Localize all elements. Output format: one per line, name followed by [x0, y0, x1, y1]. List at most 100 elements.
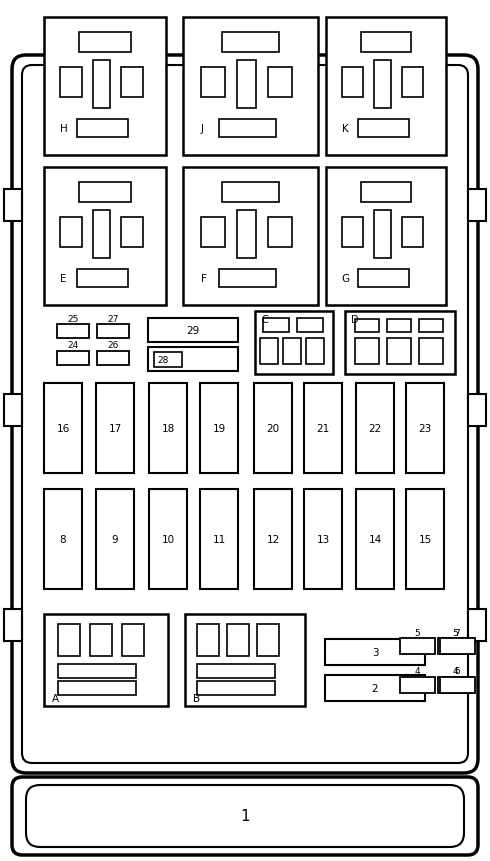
Bar [326, 18, 446, 156]
Bar [96, 383, 134, 474]
Bar [4, 189, 22, 222]
Bar [438, 678, 473, 693]
FancyBboxPatch shape [12, 56, 478, 773]
Text: 27: 27 [107, 314, 119, 323]
Bar [148, 348, 238, 372]
Text: H: H [60, 124, 68, 134]
Text: 19: 19 [212, 424, 225, 433]
Bar [197, 624, 219, 656]
Text: 10: 10 [161, 535, 174, 544]
Text: 11: 11 [212, 535, 225, 544]
Bar [400, 638, 435, 654]
FancyBboxPatch shape [12, 777, 478, 855]
Bar [263, 319, 289, 332]
Bar [468, 610, 486, 641]
Text: 5: 5 [453, 628, 458, 637]
Text: 18: 18 [161, 424, 174, 433]
Bar [468, 394, 486, 426]
Text: F: F [200, 274, 206, 284]
Text: A: A [52, 693, 59, 703]
Text: 15: 15 [418, 535, 432, 544]
Bar [220, 269, 276, 288]
Bar [44, 18, 166, 156]
Bar [255, 312, 333, 375]
Text: 20: 20 [267, 424, 280, 433]
Text: 4: 4 [453, 666, 458, 676]
Bar [60, 218, 82, 248]
Bar [268, 218, 293, 248]
Bar [79, 183, 131, 202]
Bar [355, 319, 379, 332]
Text: 14: 14 [368, 535, 382, 544]
Bar [361, 183, 411, 202]
Bar [200, 489, 238, 589]
Bar [44, 168, 166, 306]
Bar [222, 33, 279, 53]
Text: 7: 7 [455, 628, 461, 637]
Bar [200, 383, 238, 474]
Bar [254, 489, 292, 589]
Text: B: B [193, 693, 200, 703]
Bar [149, 489, 187, 589]
Bar [154, 353, 182, 368]
Text: D: D [351, 314, 359, 325]
Bar [96, 489, 134, 589]
Bar [121, 218, 143, 248]
Bar [222, 183, 279, 202]
Bar [77, 269, 128, 288]
FancyBboxPatch shape [26, 785, 464, 847]
Bar [58, 624, 80, 656]
Text: 6: 6 [455, 666, 461, 676]
Bar [283, 338, 301, 364]
Text: G: G [342, 274, 350, 284]
Text: 22: 22 [368, 424, 382, 433]
Bar [237, 61, 256, 109]
Text: 5: 5 [415, 628, 420, 637]
Text: 26: 26 [107, 341, 119, 350]
Bar [254, 383, 292, 474]
Bar [468, 189, 486, 222]
Bar [356, 489, 394, 589]
FancyBboxPatch shape [22, 66, 468, 763]
Bar [374, 61, 391, 109]
Bar [227, 624, 249, 656]
Bar [400, 678, 435, 693]
Text: K: K [342, 124, 348, 134]
Text: 8: 8 [60, 535, 66, 544]
Bar [57, 325, 89, 338]
Bar [197, 664, 275, 678]
Bar [419, 338, 443, 364]
Bar [306, 338, 324, 364]
Bar [97, 351, 129, 366]
Bar [237, 211, 256, 259]
Text: 3: 3 [372, 647, 378, 657]
Bar [374, 211, 391, 259]
Bar [44, 614, 168, 706]
Bar [185, 614, 305, 706]
Bar [58, 681, 136, 695]
Bar [260, 338, 278, 364]
Text: 17: 17 [108, 424, 122, 433]
Text: 24: 24 [68, 341, 78, 350]
Bar [148, 319, 238, 343]
Text: 25: 25 [67, 314, 79, 323]
Bar [93, 61, 110, 109]
Text: 9: 9 [112, 535, 118, 544]
Bar [257, 624, 279, 656]
Bar [342, 218, 363, 248]
Bar [197, 681, 275, 695]
Bar [122, 624, 144, 656]
Bar [60, 68, 82, 98]
Bar [361, 33, 411, 53]
Bar [90, 624, 112, 656]
Text: 4: 4 [415, 666, 420, 676]
Bar [406, 489, 444, 589]
Text: 29: 29 [186, 325, 199, 336]
Bar [200, 218, 225, 248]
Bar [345, 312, 455, 375]
Bar [387, 338, 411, 364]
Bar [58, 664, 136, 678]
Bar [97, 325, 129, 338]
Bar [44, 489, 82, 589]
Bar [358, 120, 409, 138]
